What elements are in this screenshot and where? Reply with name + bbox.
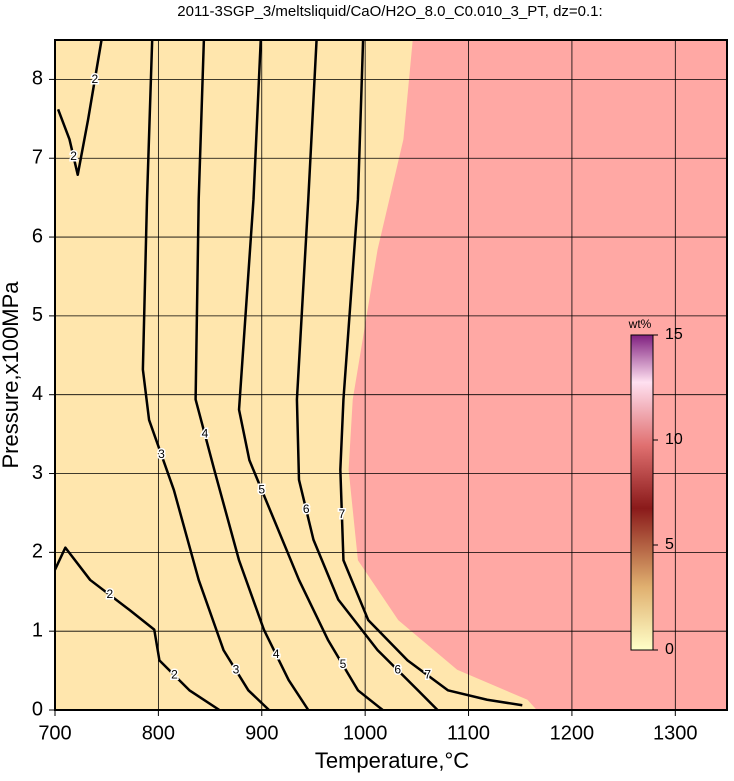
contour-label: 2 <box>91 72 98 86</box>
plot-area: 2 2 2 2 3 3 4 4 5 5 6 6 7 7 <box>55 40 727 710</box>
colorbar-tick-label: 0 <box>665 641 674 658</box>
x-tick-label: 1300 <box>653 722 698 744</box>
x-axis-label: Temperature,°C <box>315 748 469 773</box>
contour-label: 6 <box>303 502 310 516</box>
y-tick-label: 1 <box>32 619 43 641</box>
melt-region <box>348 40 727 710</box>
contour-label: 2 <box>106 587 113 601</box>
colorbar-tick-label: 5 <box>665 536 674 553</box>
y-tick-label: 4 <box>32 383 43 405</box>
colorbar-tick-label: 10 <box>665 431 683 448</box>
colorbar-label: wt% <box>628 317 652 331</box>
chart-title: 2011-3SGP_3/meltsliquid/CaO/H2O_8.0_C0.0… <box>177 3 602 20</box>
contour-label: 3 <box>233 662 240 676</box>
y-tick-label: 0 <box>32 698 43 720</box>
contour-line <box>237 40 384 710</box>
contour-line <box>194 40 310 710</box>
y-tick-label: 2 <box>32 541 43 563</box>
overlay: 700 800 900 1000 1100 1200 1300 0 1 2 3 4 5 6 7 8 wt% 0 5 1… <box>32 68 698 745</box>
y-tick-label: 6 <box>32 225 43 247</box>
contour-label: 2 <box>171 667 178 681</box>
y-tick-label: 3 <box>32 462 43 484</box>
contour-line <box>295 40 439 710</box>
x-tick-label: 800 <box>142 722 175 744</box>
contour-label: 4 <box>202 427 209 441</box>
y-tick-label: 7 <box>32 147 43 169</box>
contour-line <box>339 40 523 707</box>
x-tick-label: 1200 <box>550 722 595 744</box>
contour-label: 7 <box>339 507 346 521</box>
contour-label: 3 <box>158 447 165 461</box>
colorbar-tick-label: 15 <box>665 326 683 343</box>
contour-label: 6 <box>394 662 401 676</box>
x-tick-label: 900 <box>245 722 278 744</box>
x-tick-label: 1100 <box>447 722 490 744</box>
contour-label: 5 <box>258 482 265 496</box>
plot-frame <box>54 39 728 711</box>
x-tick-label: 700 <box>38 722 71 744</box>
x-tick-label: 1000 <box>343 722 388 744</box>
y-tick-label: 5 <box>32 304 43 326</box>
contour-label: 2 <box>70 149 77 163</box>
contour-line <box>55 546 221 710</box>
y-axis-label: Pressure,x100MPa <box>0 281 23 469</box>
contour-label: 5 <box>340 657 347 671</box>
contour-line <box>141 40 270 710</box>
contour-line <box>56 40 103 177</box>
contour-label: 7 <box>424 667 431 681</box>
colorbar <box>630 334 654 651</box>
y-tick-label: 8 <box>32 68 43 90</box>
contour-label: 4 <box>273 647 280 661</box>
